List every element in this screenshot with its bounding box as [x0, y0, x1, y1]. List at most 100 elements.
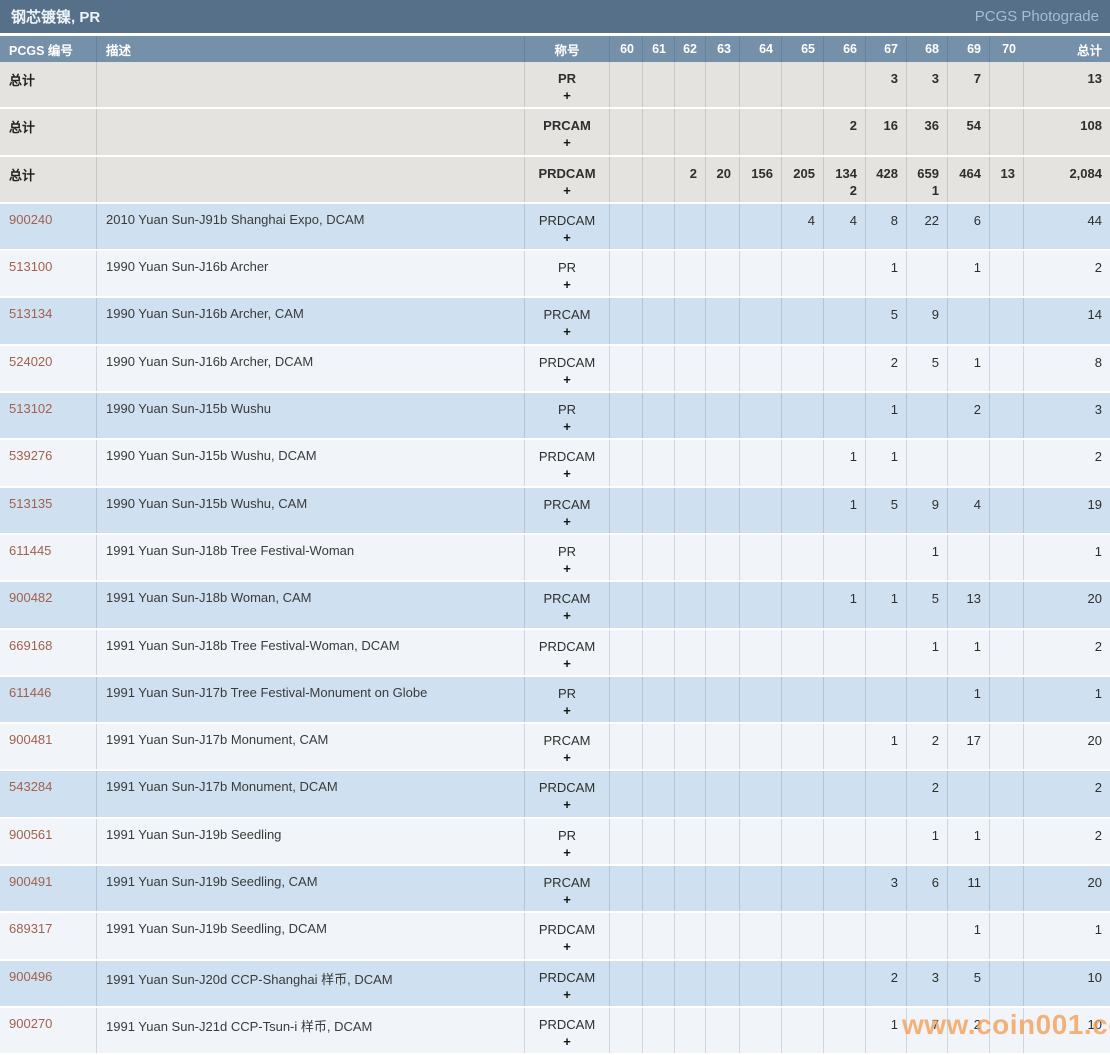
plus-grade-label: +	[563, 466, 571, 482]
grade-69-cell: 1	[948, 629, 990, 675]
description-cell: 1991 Yuan Sun-J18b Woman, CAM	[97, 582, 525, 628]
grade-60-cell	[610, 1007, 643, 1054]
pcgs-number-link[interactable]: 543284	[9, 779, 53, 795]
table-header-row: PCGS 编号 描述 称号 60 61 62 63 64 65 66 67 68 69 70 总计	[0, 36, 1110, 62]
grade-63-cell	[706, 251, 740, 297]
table-row: 900491 1991 Yuan Sun-J19b Seedling, CAM PR…	[0, 866, 1110, 914]
col-header-pcgs-number: PCGS 编号	[0, 36, 97, 62]
grade-61-cell	[643, 298, 675, 344]
designation-cell: PRCAM +	[525, 724, 610, 770]
grade-68-count: 1	[931, 827, 939, 843]
designation-cell: PRDCAM +	[525, 440, 610, 486]
grade-67-cell	[866, 771, 907, 817]
grade-68-cell: 9	[907, 298, 948, 344]
grade-69-cell: 4	[948, 487, 990, 533]
total-cell: 10	[1024, 961, 1110, 1006]
grade-64-cell	[740, 582, 782, 628]
grade-60-cell	[610, 960, 643, 1006]
total-cell: 2	[1024, 251, 1110, 296]
grade-66-cell	[824, 771, 866, 817]
total-cell: 13	[1024, 62, 1110, 107]
pcgs-number-link[interactable]: 513100	[9, 259, 53, 275]
grade-69-count: 1	[973, 685, 981, 701]
grade-68-cell	[907, 676, 948, 723]
designation-label: PRDCAM	[538, 780, 596, 796]
grade-67-cell: 2	[866, 960, 907, 1006]
designation-cell: PRCAM +	[525, 866, 610, 912]
description-cell: 1991 Yuan Sun-J17b Monument, CAM	[97, 724, 525, 770]
grade-66-count: 1	[849, 496, 857, 512]
plus-grade-label: +	[563, 608, 571, 624]
pcgs-number-link[interactable]: 689317	[9, 921, 53, 937]
total-count: 13	[1087, 71, 1102, 86]
grade-67-count: 1	[890, 260, 898, 276]
pcgs-number-link[interactable]: 900240	[9, 211, 53, 227]
grade-68-cell: 659 1	[907, 156, 948, 202]
grade-61-cell	[643, 251, 675, 297]
grade-61-cell	[643, 582, 675, 628]
grade-68-cell	[907, 440, 948, 486]
grade-70-cell	[990, 440, 1024, 486]
pcgs-photograde-link[interactable]: PCGS Photograde	[974, 8, 1099, 25]
pcgs-number-link[interactable]: 513134	[9, 306, 53, 322]
grade-68-count: 2	[931, 780, 939, 796]
grade-70-cell	[990, 582, 1024, 628]
pcgs-number-link[interactable]: 611446	[9, 684, 52, 700]
grade-66-cell	[824, 298, 866, 344]
pcgs-number-link[interactable]: 513135	[9, 495, 53, 511]
grade-62-cell	[675, 393, 706, 439]
pcgs-number-link[interactable]: 900561	[9, 826, 53, 842]
grade-65-cell	[782, 109, 824, 155]
grade-69-cell: 54	[948, 109, 990, 155]
table-row: 611445 1991 Yuan Sun-J18b Tree Festival-W…	[0, 534, 1110, 583]
pcgs-number-cell: 513135	[0, 487, 97, 533]
total-count: 2	[1094, 260, 1102, 276]
pcgs-number-link[interactable]: 900481	[9, 732, 53, 748]
grade-62-cell	[675, 866, 706, 912]
table-row: 539276 1990 Yuan Sun-J15b Wushu, DCAM PRDC…	[0, 440, 1110, 488]
designation-label: PR	[557, 827, 577, 843]
grade-68-count: 6	[931, 875, 939, 891]
pcgs-number-link[interactable]: 524020	[9, 353, 53, 369]
grade-64-cell	[740, 771, 782, 817]
grade-68-count: 9	[931, 496, 939, 512]
grade-68-count: 2	[931, 733, 939, 749]
plus-grade-label: +	[563, 702, 571, 718]
total-count: 1	[1094, 685, 1102, 701]
pcgs-number-link[interactable]: 900482	[9, 590, 53, 606]
grade-62-cell	[675, 534, 706, 581]
plus-grade-label: +	[563, 229, 571, 245]
pcgs-number-link[interactable]: 611445	[9, 542, 52, 558]
description-cell	[97, 62, 525, 108]
pcgs-number-link[interactable]: 900496	[9, 968, 53, 984]
grade-67-cell: 3	[866, 866, 907, 912]
grade-66-cell	[824, 866, 866, 912]
grade-67-count: 8	[890, 212, 898, 228]
grade-69-cell: 2	[948, 393, 990, 439]
pcgs-number-link[interactable]: 900270	[9, 1015, 53, 1031]
grade-69-count: 1	[973, 354, 981, 370]
grade-68-count: 659	[917, 165, 939, 181]
grade-68-cell: 22	[907, 203, 948, 250]
grade-66-cell	[824, 960, 866, 1006]
pcgs-number-link[interactable]: 900491	[9, 874, 53, 890]
grade-64-cell	[740, 724, 782, 770]
pcgs-number-link[interactable]: 513102	[9, 401, 53, 417]
grade-64-cell	[740, 487, 782, 533]
description-cell: 2010 Yuan Sun-J91b Shanghai Expo, DCAM	[97, 203, 525, 250]
plus-grade-label: +	[563, 135, 571, 151]
grade-66-count: 1	[849, 449, 857, 465]
grade-68-plus-count: 1	[931, 182, 939, 198]
plus-grade-label: +	[563, 324, 571, 340]
table-row: 900561 1991 Yuan Sun-J19b Seedling PR +1 1 2	[0, 818, 1110, 867]
designation-cell: PRDCAM +	[525, 771, 610, 817]
description-cell: 1991 Yuan Sun-J19b Seedling	[97, 818, 525, 865]
pcgs-number-cell: 900240	[0, 203, 97, 250]
pcgs-number-link[interactable]: 539276	[9, 448, 53, 464]
pcgs-number-link[interactable]: 669168	[9, 637, 53, 653]
grade-62-cell	[675, 487, 706, 533]
pcgs-number-cell: 524020	[0, 345, 97, 392]
description-cell: 1991 Yuan Sun-J17b Tree Festival-Monumen…	[97, 676, 525, 723]
grade-69-count: 1	[973, 922, 981, 938]
